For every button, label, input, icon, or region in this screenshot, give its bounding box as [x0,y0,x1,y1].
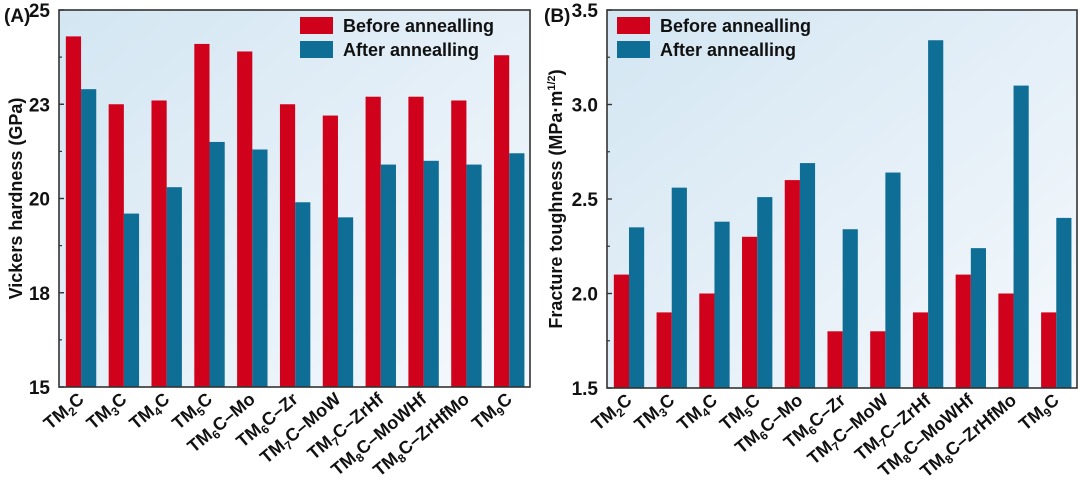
bar-before-annealing [65,36,82,387]
bar-after-annealing [885,172,901,388]
x-category-label: TM5C [168,389,218,436]
bar-after-annealing [970,248,986,388]
x-category-label: TM4C [673,390,723,437]
y-tick-label: 3.0 [572,96,598,117]
bar-after-annealing [466,164,482,387]
bar-before-annealing [870,331,886,388]
bar-after-annealing [166,187,182,387]
x-category-label: TM4C [125,389,175,436]
y-axis-title: Vickers hardness (GPa) [6,98,26,300]
bar-after-annealing [123,213,140,387]
legend-label: After annealling [343,40,479,60]
y-tick-label: 23 [29,95,50,116]
legend-label: Before annealling [343,16,494,36]
y-tick-label: 3.5 [572,1,599,22]
bar-after-annealing [295,202,311,387]
bar-after-annealing [799,163,816,388]
bar-before-annealing [955,274,971,388]
bar-before-annealing [613,274,630,388]
bar-before-annealing [784,180,800,388]
legend-swatch [617,41,650,58]
bar-before-annealing [827,331,843,388]
y-tick-label: 15 [29,378,51,399]
bar-before-annealing [194,43,210,388]
bar-after-annealing [81,89,97,388]
legend-swatch [300,17,333,34]
bar-before-annealing [912,312,929,388]
y-tick-label: 20 [29,190,50,211]
bar-after-annealing [337,217,354,387]
bar-after-annealing [509,153,525,387]
bar-before-annealing [656,312,672,388]
legend: Before annealling After annealling [617,16,811,60]
legend-swatch [300,41,333,58]
bar-before-annealing [742,236,758,388]
bar-before-annealing [998,293,1014,388]
bar-after-annealing [671,187,687,388]
bar-before-annealing [1041,312,1057,388]
panel-b-chart: 1.5 2.0 2.5 3.0 3.5(B) Fracture toughness (MP… [544,1,1078,481]
bar-after-annealing [757,197,773,388]
x-category-label: TM5C [716,390,766,437]
bar-before-annealing [151,100,167,387]
legend-swatch [617,17,650,34]
y-axis-title-close: ) [546,69,566,75]
bar-before-annealing [237,51,253,387]
bar-after-annealing [928,40,944,389]
legend-label: After annealling [660,40,796,60]
x-category-label: TM9C [468,389,518,436]
legend-label: Before annealling [660,16,811,36]
bar-before-annealing [451,100,467,387]
y-axis-title: Fracture toughness (MPa·m1/2) [546,69,566,328]
bar-after-annealing [380,164,396,387]
y-tick-label: 1.5 [572,379,599,400]
y-tick-label: 2.5 [572,190,599,211]
bar-after-annealing [629,227,645,388]
bar-after-annealing [1013,85,1029,388]
bar-after-annealing [209,141,225,387]
x-category-label: TM3C [630,390,680,437]
legend: Before annealling After annealling [300,16,494,60]
bar-after-annealing [842,229,858,388]
x-category-label: TM3C [83,389,133,436]
y-axis-title-superscript: 1/2 [546,75,558,90]
bar-after-annealing [252,149,268,387]
bar-before-annealing [408,96,424,388]
panel-label: (B) [544,6,570,27]
bar-before-annealing [494,55,510,388]
bar-after-annealing [1056,217,1072,388]
bar-before-annealing [365,96,381,388]
bar-after-annealing [714,221,730,388]
y-tick-label: 2.0 [572,285,598,306]
y-tick-label: 18 [29,284,50,305]
x-category-label: TM9C [1015,390,1065,437]
bar-after-annealing [423,160,439,387]
bar-before-annealing [279,104,296,387]
bar-before-annealing [322,115,338,387]
panel-label: (A) [4,6,30,27]
y-tick-label: 25 [29,1,51,22]
bar-before-annealing [699,293,715,388]
bar-before-annealing [108,104,124,387]
